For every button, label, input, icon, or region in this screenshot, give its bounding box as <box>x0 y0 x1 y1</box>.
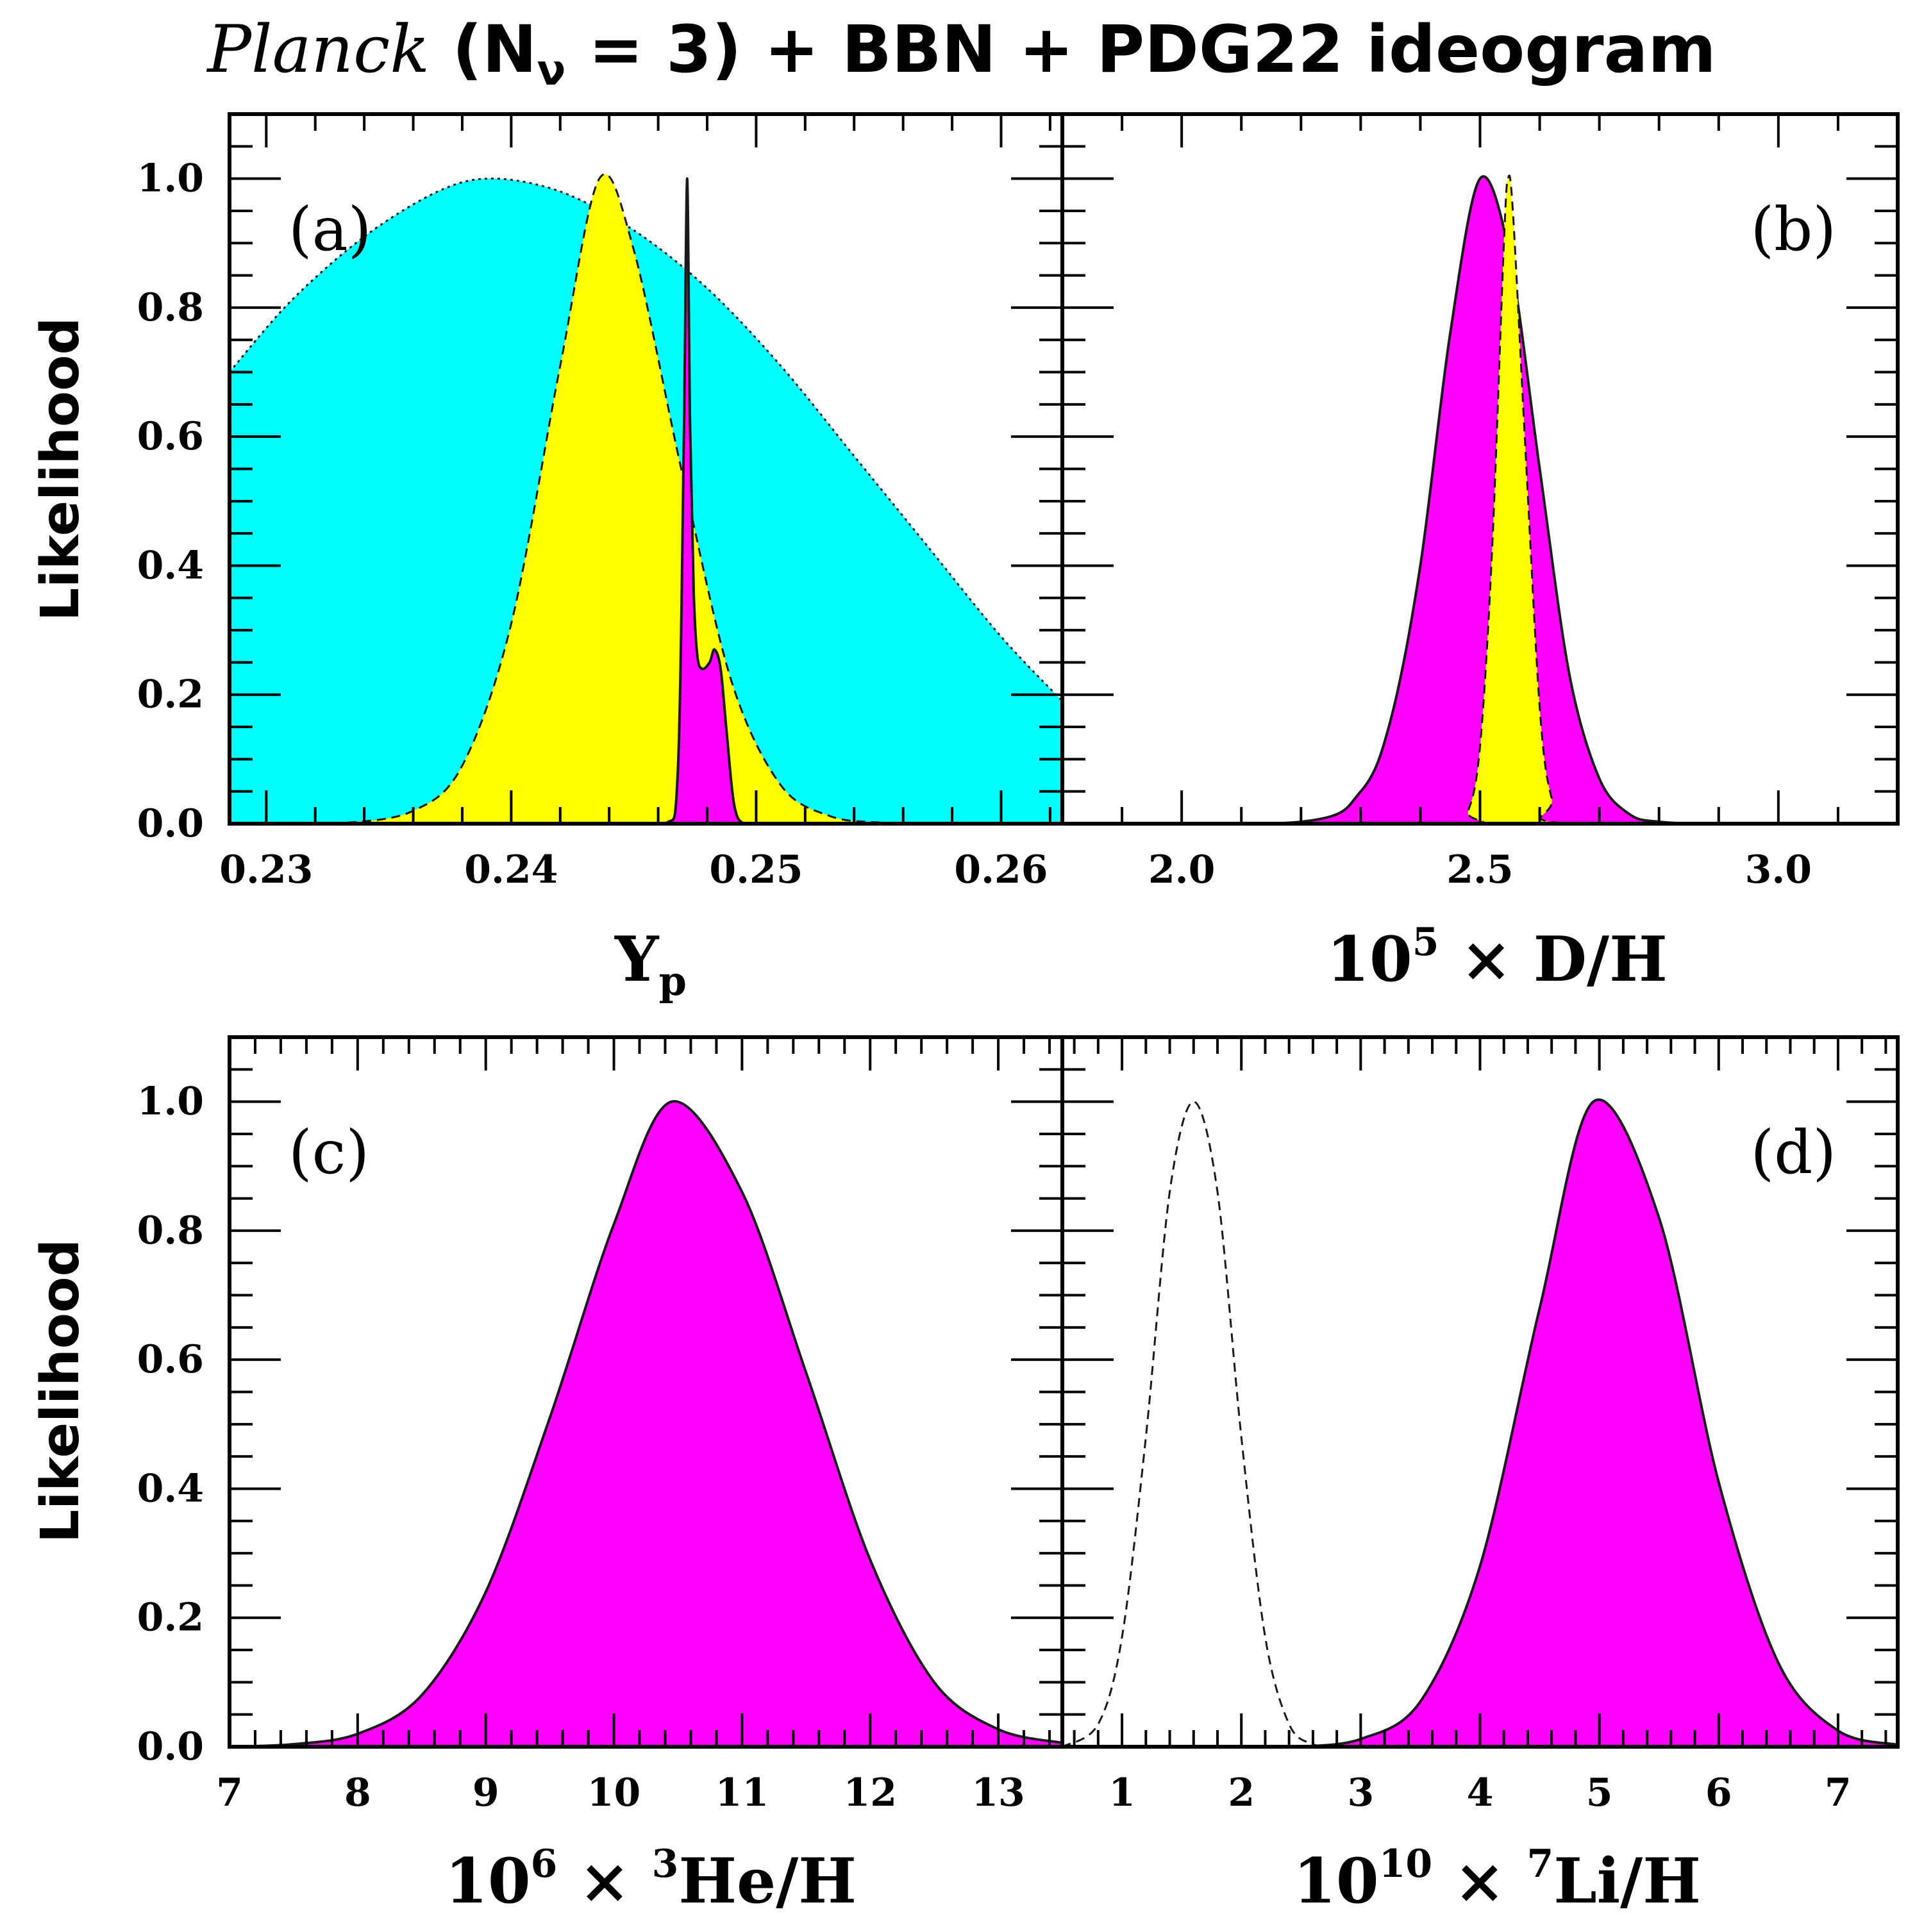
series-line-1 <box>1062 1101 1337 1747</box>
panel-b: 2.0 2.5 3.0 (b) <box>1060 112 1900 892</box>
x-tick-label: 0.24 <box>464 847 558 892</box>
series-area-2 <box>1301 1099 1898 1747</box>
chart-title-suffix: = 3) + BBN + PDG22 ideogram <box>566 12 1716 88</box>
xlabel-c: 106 × 3He/H <box>445 1842 857 1917</box>
y-tick-label: 0.2 <box>137 672 204 717</box>
series-area-2 <box>230 174 1062 824</box>
panel-label: (c) <box>289 1118 369 1188</box>
y-tick-label: 0.2 <box>137 1595 204 1640</box>
panel-c: 7 8 9 10 11 12 13 0.0 0.2 0.4 0.6 0.8 1.0 (c) <box>137 1035 1064 1815</box>
x-tick-label: 3.0 <box>1745 847 1812 892</box>
xlabel-b: 105 × D/H <box>1326 920 1668 995</box>
chart-title-prefix: (N <box>430 12 537 88</box>
xlabel-a: Yp <box>614 923 687 1004</box>
x-tick-label: 2.0 <box>1148 847 1215 892</box>
chart-title-italic: Planck <box>206 12 430 88</box>
panel-label: (a) <box>289 195 371 265</box>
series-line-2 <box>1301 1098 1898 1747</box>
x-tick-label: 2.5 <box>1446 847 1513 892</box>
panel-a: 0.23 0.24 0.25 0.26 0.0 0.2 0.4 0.6 0.8 1.0 (a) <box>137 112 1064 892</box>
plot-area <box>1062 174 1898 824</box>
series-line-3 <box>621 177 769 824</box>
x-tick-label: 8 <box>344 1770 371 1815</box>
series-line-1 <box>1062 175 1898 824</box>
series-area-1 <box>230 1101 1062 1747</box>
panel-d: 1 2 3 4 5 6 7 (d) <box>1060 1035 1900 1815</box>
y-tick-label: 0.6 <box>137 1337 204 1382</box>
chart-title-subscript: ν <box>537 46 566 95</box>
y-tick-label: 1.0 <box>137 1079 204 1124</box>
ylabel-bottom: Likelihood <box>30 1239 91 1543</box>
x-tick-label: 0.25 <box>709 847 803 892</box>
x-tick-label: 12 <box>843 1770 897 1815</box>
xlabel-d: 1010 × 7Li/H <box>1293 1842 1701 1917</box>
y-tick-label: 0.4 <box>137 543 204 588</box>
x-tick-label: 4 <box>1467 1770 1494 1815</box>
x-tick-label: 0.23 <box>219 847 313 892</box>
y-tick-label: 0.4 <box>137 1466 204 1511</box>
panel-label: (b) <box>1750 195 1836 265</box>
x-tick-label: 11 <box>715 1770 769 1815</box>
x-tick-label: 6 <box>1705 1770 1732 1815</box>
x-tick-label: 2 <box>1228 1770 1255 1815</box>
x-tick-label: 1 <box>1108 1770 1135 1815</box>
series-line-2 <box>230 173 1062 824</box>
chart-title: Planck (Nν = 3) + BBN + PDG22 ideogram <box>206 12 1716 95</box>
x-tick-label: 13 <box>971 1770 1025 1815</box>
ylabel-top: Likelihood <box>30 317 91 621</box>
plot-area <box>230 1100 1062 1747</box>
y-tick-label: 0.0 <box>137 801 204 846</box>
series-area-1 <box>1062 176 1898 824</box>
x-tick-label: 3 <box>1347 1770 1374 1815</box>
series-line-2 <box>1062 174 1898 824</box>
y-tick-label: 0.0 <box>137 1724 204 1769</box>
plot-area <box>230 173 1062 824</box>
x-tick-label: 7 <box>1825 1770 1852 1815</box>
series-area-3 <box>621 178 769 824</box>
series-line-1 <box>230 1100 1062 1747</box>
y-tick-label: 0.6 <box>137 414 204 459</box>
y-tick-label: 0.8 <box>137 285 204 330</box>
y-tick-label: 1.0 <box>137 156 204 201</box>
x-tick-label: 0.26 <box>954 847 1048 892</box>
x-tick-label: 7 <box>216 1770 243 1815</box>
x-tick-label: 9 <box>473 1770 499 1815</box>
x-tick-label: 5 <box>1586 1770 1613 1815</box>
x-tick-label: 10 <box>587 1770 641 1815</box>
y-tick-label: 0.8 <box>137 1208 204 1253</box>
plot-area <box>1062 1098 1898 1747</box>
panel-label: (d) <box>1750 1118 1836 1188</box>
